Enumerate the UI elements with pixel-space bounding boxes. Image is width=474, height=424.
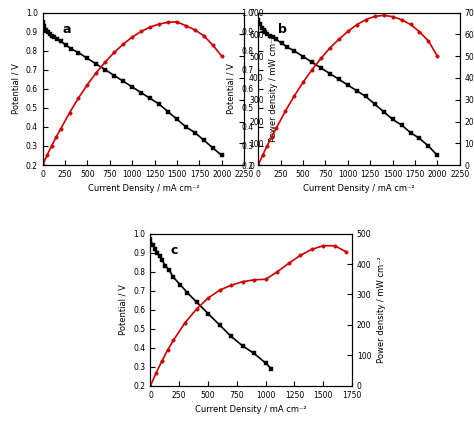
Y-axis label: Potential / V: Potential / V bbox=[11, 64, 20, 114]
Text: c: c bbox=[171, 244, 178, 257]
X-axis label: Current Density / mA cm⁻²: Current Density / mA cm⁻² bbox=[88, 184, 199, 193]
Text: b: b bbox=[278, 23, 287, 36]
Y-axis label: Power density / mW cm⁻²: Power density / mW cm⁻² bbox=[377, 257, 386, 363]
Y-axis label: Potential / V: Potential / V bbox=[119, 284, 128, 335]
Text: a: a bbox=[63, 23, 71, 36]
Y-axis label: Potential / V: Potential / V bbox=[227, 64, 236, 114]
Y-axis label: Power density / mW cm⁻²: Power density / mW cm⁻² bbox=[269, 36, 278, 142]
X-axis label: Current Density / mA cm⁻²: Current Density / mA cm⁻² bbox=[303, 184, 415, 193]
X-axis label: Current Density / mA cm⁻²: Current Density / mA cm⁻² bbox=[195, 405, 307, 414]
